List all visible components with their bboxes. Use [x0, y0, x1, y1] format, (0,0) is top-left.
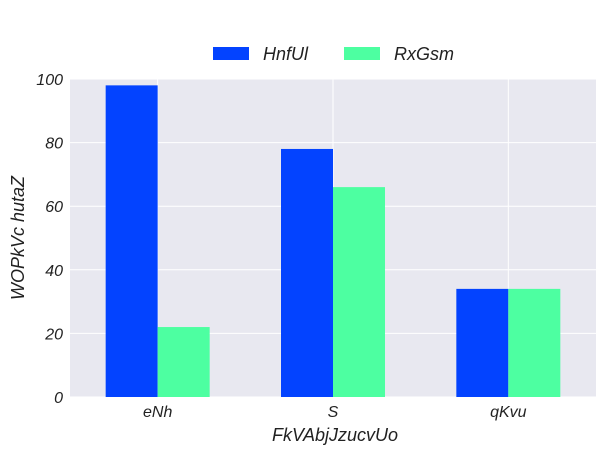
bar-HnfUl-qKvu — [456, 288, 509, 397]
y-tick-label: 0 — [54, 390, 63, 407]
y-tick-label: 60 — [45, 199, 63, 216]
y-tick-label: 80 — [45, 136, 63, 153]
x-tick-label: S — [328, 404, 339, 421]
legend-label-RxGsm: RxGsm — [394, 44, 454, 64]
x-tick-label: qKvu — [490, 404, 527, 421]
x-axis-title: FkVAbjJzucvUo — [272, 425, 398, 445]
legend-swatch-HnfUl — [213, 47, 249, 60]
bar-HnfUl-eNh — [105, 85, 158, 398]
legend-label-HnfUl: HnfUl — [263, 44, 309, 64]
bar-HnfUl-S — [281, 148, 333, 397]
y-tick-label: 40 — [45, 263, 63, 280]
y-tick-label: 100 — [36, 72, 63, 89]
y-axis-title: WOPkVc hutaZ — [8, 175, 28, 300]
bar-RxGsm-S — [333, 187, 385, 397]
y-tick-label: 20 — [44, 326, 63, 343]
x-tick-label: eNh — [143, 404, 172, 421]
legend: HnfUl RxGsm — [213, 44, 454, 64]
bar-RxGsm-qKvu — [508, 288, 561, 397]
y-tick-labels: 0 20 40 60 80 100 — [36, 72, 63, 407]
bar-RxGsm-eNh — [157, 327, 210, 397]
legend-swatch-RxGsm — [344, 47, 380, 60]
bars — [105, 85, 561, 398]
